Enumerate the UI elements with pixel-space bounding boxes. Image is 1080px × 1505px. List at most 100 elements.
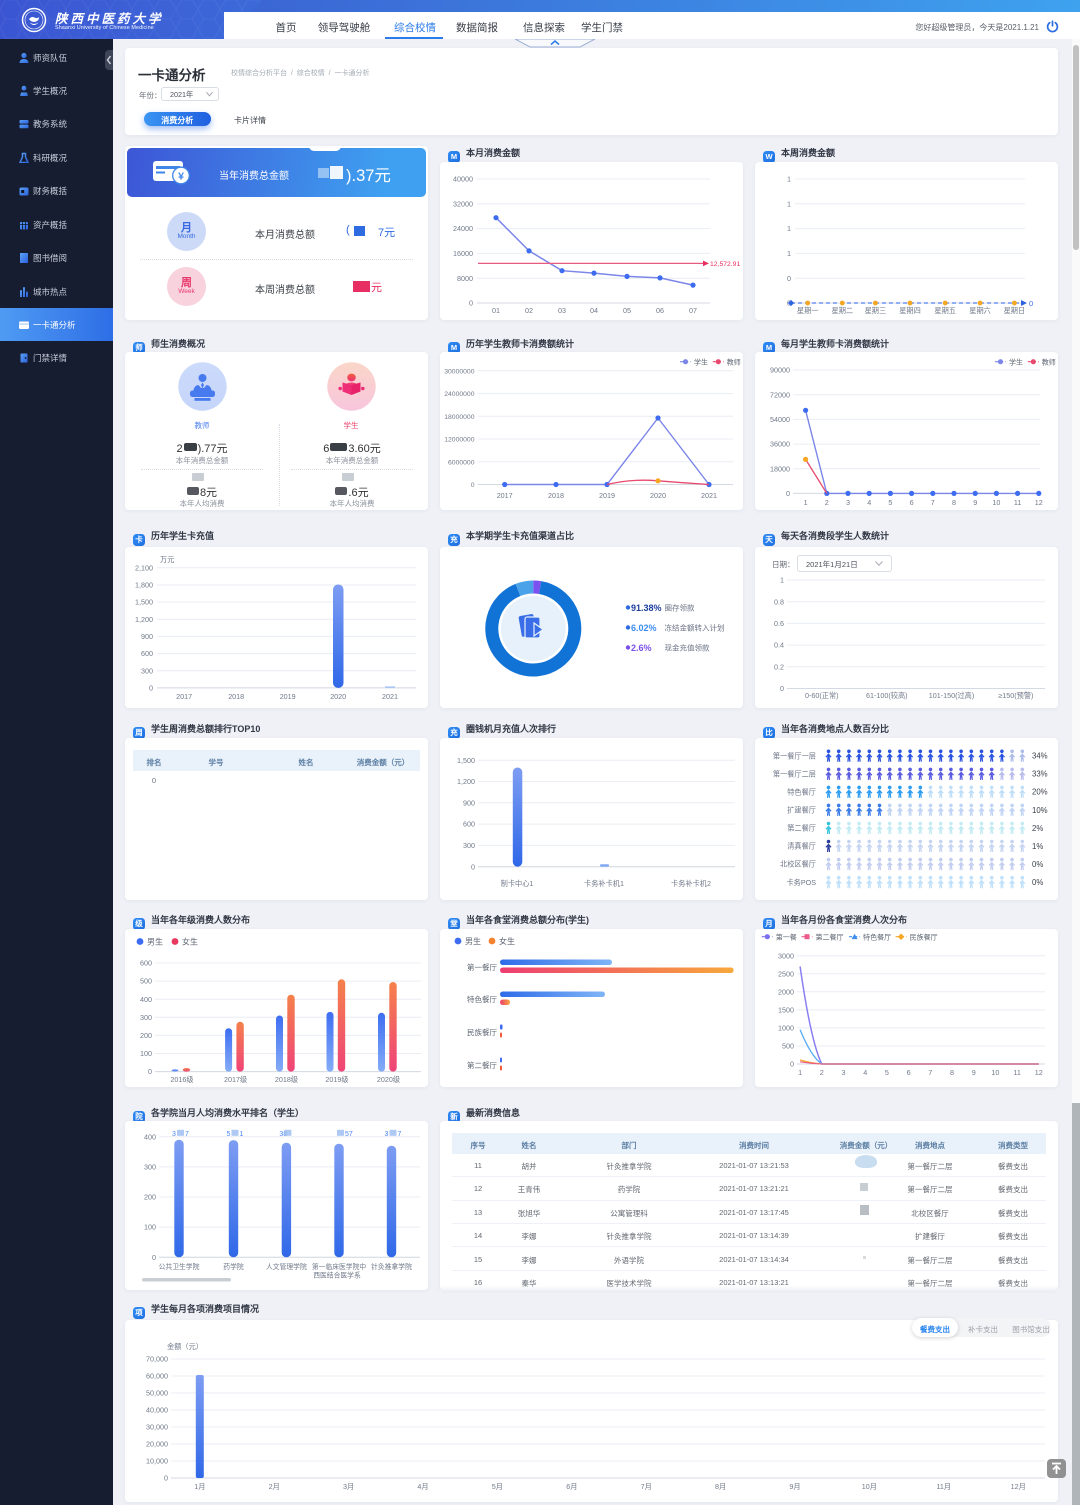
svg-text:70,000: 70,000	[146, 1355, 168, 1364]
svg-text:0.6: 0.6	[774, 619, 784, 628]
svg-text:12: 12	[1035, 498, 1043, 507]
svg-text:4月: 4月	[417, 1482, 428, 1491]
svg-text:2018级: 2018级	[275, 1075, 298, 1084]
svg-text:1月: 1月	[194, 1482, 205, 1491]
svg-text:2018: 2018	[548, 491, 564, 500]
svg-text:9: 9	[973, 498, 977, 507]
svg-text:36000: 36000	[770, 440, 790, 449]
svg-text:03: 03	[558, 306, 566, 315]
svg-text:6: 6	[910, 498, 914, 507]
svg-text:0: 0	[471, 482, 475, 489]
svg-text:针灸推拿学院: 针灸推拿学院	[371, 1262, 412, 1271]
svg-text:2017: 2017	[176, 692, 192, 701]
svg-text:3: 3	[385, 1131, 389, 1138]
svg-text:≥150(预警): ≥150(预警)	[998, 691, 1033, 700]
svg-text:10月: 10月	[862, 1482, 877, 1491]
svg-text:0: 0	[149, 684, 153, 693]
svg-text:10%: 10%	[1032, 806, 1048, 815]
svg-text:1,500: 1,500	[457, 756, 475, 765]
svg-text:第二餐厅: 第二餐厅	[787, 824, 816, 833]
svg-text:2,100: 2,100	[135, 563, 153, 572]
svg-text:38: 38	[279, 1131, 287, 1138]
svg-text:星期三: 星期三	[865, 306, 887, 315]
svg-text:50,000: 50,000	[146, 1389, 168, 1398]
svg-text:900: 900	[141, 632, 153, 641]
svg-text:05: 05	[623, 306, 631, 315]
svg-text:4: 4	[867, 498, 871, 507]
svg-text:72000: 72000	[770, 390, 790, 399]
svg-text:现金充值领款: 现金充值领款	[665, 643, 710, 653]
svg-text:第一餐: 第一餐	[776, 932, 797, 941]
svg-text:7月: 7月	[641, 1482, 652, 1491]
svg-text:0: 0	[471, 862, 475, 871]
svg-text:0%: 0%	[1032, 878, 1043, 887]
svg-text:10: 10	[991, 1068, 999, 1077]
svg-text:400: 400	[144, 1132, 156, 1141]
svg-text:7: 7	[931, 498, 935, 507]
svg-text:公共卫生学院: 公共卫生学院	[159, 1262, 200, 1271]
svg-text:民族餐厅: 民族餐厅	[467, 1027, 497, 1037]
svg-text:1: 1	[787, 224, 791, 233]
svg-text:12: 12	[1035, 1068, 1043, 1077]
svg-text:11: 11	[1014, 498, 1021, 507]
svg-text:男生: 男生	[147, 937, 163, 947]
svg-text:300: 300	[463, 841, 475, 850]
svg-text:57: 57	[345, 1131, 353, 1138]
svg-text:学生: 学生	[1009, 357, 1023, 366]
svg-text:8: 8	[952, 498, 956, 507]
svg-text:6: 6	[907, 1068, 911, 1077]
svg-text:0: 0	[780, 684, 784, 693]
svg-text:2%: 2%	[1032, 824, 1043, 833]
svg-text:12月: 12月	[1011, 1482, 1026, 1491]
svg-text:第二餐厅: 第二餐厅	[467, 1060, 497, 1070]
svg-text:500: 500	[140, 977, 152, 986]
svg-text:0-60(正常): 0-60(正常)	[805, 691, 839, 700]
svg-text:40,000: 40,000	[146, 1406, 168, 1415]
svg-text:学生: 学生	[694, 357, 708, 366]
svg-text:1%: 1%	[1032, 842, 1043, 851]
svg-text:2016级: 2016级	[170, 1075, 193, 1084]
svg-text:扩建餐厅: 扩建餐厅	[787, 806, 816, 815]
svg-text:5月: 5月	[492, 1482, 503, 1491]
svg-text:0.2: 0.2	[774, 662, 784, 671]
svg-text:2.6%: 2.6%	[631, 643, 652, 653]
svg-text:600: 600	[140, 959, 152, 968]
svg-text:8: 8	[950, 1068, 954, 1077]
svg-text:6月: 6月	[566, 1482, 577, 1491]
svg-text:1: 1	[240, 1131, 244, 1138]
svg-text:0: 0	[1029, 299, 1033, 308]
svg-text:300: 300	[144, 1163, 156, 1172]
svg-text:5: 5	[227, 1131, 231, 1138]
svg-text:1: 1	[798, 1068, 802, 1077]
svg-text:2月: 2月	[269, 1482, 280, 1491]
svg-text:10,000: 10,000	[146, 1457, 168, 1466]
svg-text:第一临床医学院中: 第一临床医学院中	[312, 1262, 367, 1271]
svg-text:3000: 3000	[778, 951, 794, 960]
svg-text:20%: 20%	[1032, 788, 1048, 797]
svg-text:600: 600	[141, 649, 153, 658]
svg-text:32000: 32000	[453, 199, 473, 208]
svg-text:2020: 2020	[650, 491, 666, 500]
svg-text:900: 900	[463, 798, 475, 807]
svg-text:2500: 2500	[778, 969, 794, 978]
svg-text:300: 300	[140, 1013, 152, 1022]
svg-text:民族餐厅: 民族餐厅	[910, 932, 938, 941]
svg-text:7: 7	[185, 1131, 189, 1138]
svg-text:星期日: 星期日	[1004, 306, 1026, 315]
svg-text:教师: 教师	[1042, 357, 1056, 366]
svg-text:冻结金额转入计划: 冻结金额转入计划	[665, 623, 725, 633]
svg-text:0: 0	[148, 1067, 152, 1076]
svg-text:卡务补卡机1: 卡务补卡机1	[584, 879, 624, 888]
svg-text:7: 7	[398, 1131, 402, 1138]
svg-text:女生: 女生	[499, 936, 515, 946]
svg-text:星期五: 星期五	[934, 306, 956, 315]
svg-text:0: 0	[152, 1253, 156, 1262]
svg-text:1: 1	[780, 576, 784, 585]
svg-text:0.4: 0.4	[774, 641, 784, 650]
svg-text:2017: 2017	[497, 491, 513, 500]
svg-text:特色餐厅: 特色餐厅	[467, 994, 497, 1004]
svg-text:10: 10	[992, 498, 1000, 507]
svg-text:12000000: 12000000	[444, 437, 474, 444]
svg-text:特色餐厅: 特色餐厅	[787, 788, 816, 797]
svg-text:8月: 8月	[715, 1482, 726, 1491]
